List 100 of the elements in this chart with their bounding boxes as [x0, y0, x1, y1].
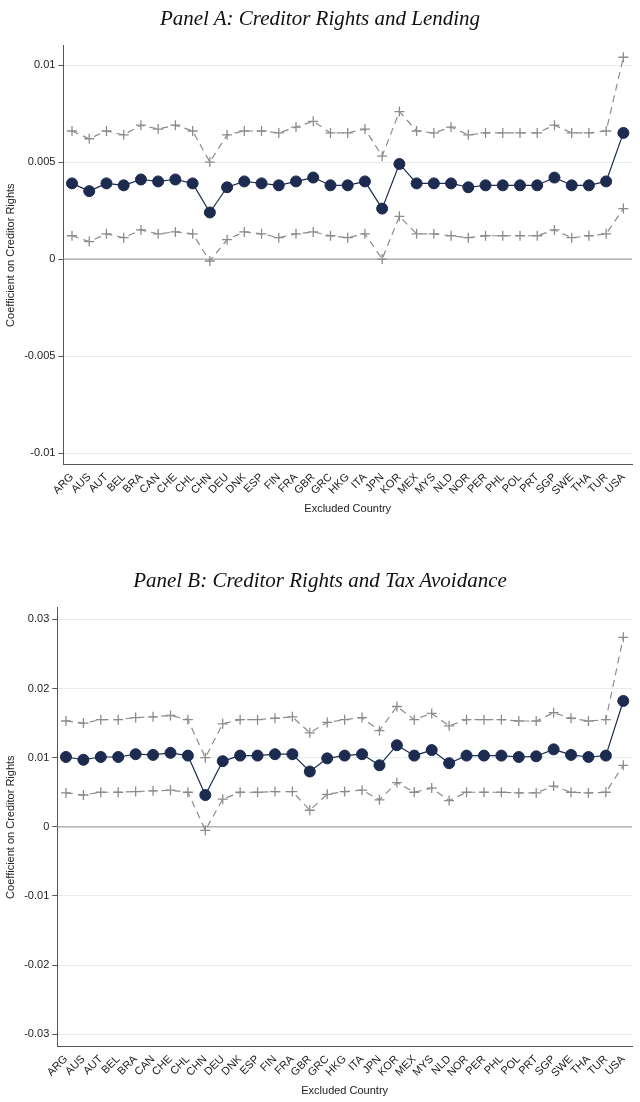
point [100, 125, 113, 137]
point [186, 177, 199, 190]
point [269, 785, 281, 798]
y-tick-label: 0.01 [33, 58, 56, 71]
point [600, 713, 612, 726]
point [443, 794, 455, 807]
point [462, 129, 474, 141]
point [443, 720, 455, 732]
point [286, 748, 299, 761]
point [565, 712, 577, 724]
y-tick-label: 0.03 [27, 612, 50, 625]
point [286, 785, 299, 798]
point [238, 175, 251, 188]
point [565, 179, 578, 192]
point [286, 711, 299, 723]
point [303, 765, 316, 778]
point [251, 786, 264, 798]
point [460, 713, 473, 726]
point [217, 793, 229, 805]
point [290, 121, 302, 133]
point [566, 232, 578, 244]
point [479, 230, 492, 242]
point [582, 787, 595, 799]
point [269, 712, 281, 724]
point [238, 226, 250, 238]
point [514, 127, 526, 139]
point [460, 786, 473, 798]
point [338, 785, 351, 798]
point [376, 202, 389, 215]
point [112, 750, 125, 763]
point [410, 228, 423, 240]
point [478, 786, 490, 798]
point [199, 824, 211, 836]
point [531, 179, 544, 192]
point [617, 694, 630, 707]
point [428, 228, 440, 240]
point [376, 150, 388, 162]
point [221, 234, 233, 246]
point [393, 210, 406, 223]
point [495, 713, 508, 726]
point [548, 171, 561, 184]
point [358, 175, 371, 188]
chart-title: Panel A: Creditor Rights and Lending [158, 5, 482, 32]
y-tick-label: -0.01 [30, 446, 56, 459]
point [95, 713, 107, 726]
point [324, 179, 337, 192]
point [582, 715, 595, 727]
point [426, 782, 438, 794]
point [169, 173, 182, 186]
point [234, 749, 247, 762]
point [565, 748, 578, 761]
point [495, 749, 508, 762]
x-axis-title: Excluded Country [304, 502, 392, 515]
point [617, 126, 630, 139]
point [514, 230, 526, 242]
point [152, 123, 164, 135]
point [94, 750, 107, 763]
point [445, 230, 457, 242]
point [548, 224, 561, 236]
point [234, 713, 246, 726]
point [582, 179, 595, 192]
point [321, 752, 334, 765]
point [514, 179, 526, 192]
point [304, 727, 316, 739]
point [135, 224, 147, 236]
y-tick-label: -0.03 [24, 1027, 50, 1040]
point [617, 631, 629, 643]
point [408, 713, 420, 726]
point [477, 749, 490, 762]
point [445, 177, 458, 190]
point [445, 121, 457, 133]
point [393, 105, 406, 118]
point [566, 127, 578, 139]
point [547, 780, 560, 792]
point [255, 177, 268, 190]
y-tick-label: 0 [49, 252, 56, 265]
point [199, 752, 211, 764]
x-axis-title: Excluded Country [301, 1084, 389, 1097]
point [134, 173, 147, 186]
point [307, 115, 319, 127]
point [251, 713, 264, 726]
point [129, 748, 142, 761]
point [77, 717, 90, 729]
point [83, 133, 95, 145]
point [599, 749, 612, 762]
point [583, 230, 595, 242]
point [338, 713, 351, 726]
point [186, 125, 199, 137]
point [410, 177, 423, 190]
point [182, 786, 194, 798]
y-tick-label: -0.01 [24, 889, 50, 902]
point [617, 51, 630, 63]
point [513, 715, 525, 727]
point [59, 750, 72, 763]
point [583, 127, 595, 139]
point [478, 713, 490, 726]
point [531, 230, 543, 242]
point [251, 749, 264, 762]
point [391, 776, 403, 789]
point [617, 759, 629, 771]
